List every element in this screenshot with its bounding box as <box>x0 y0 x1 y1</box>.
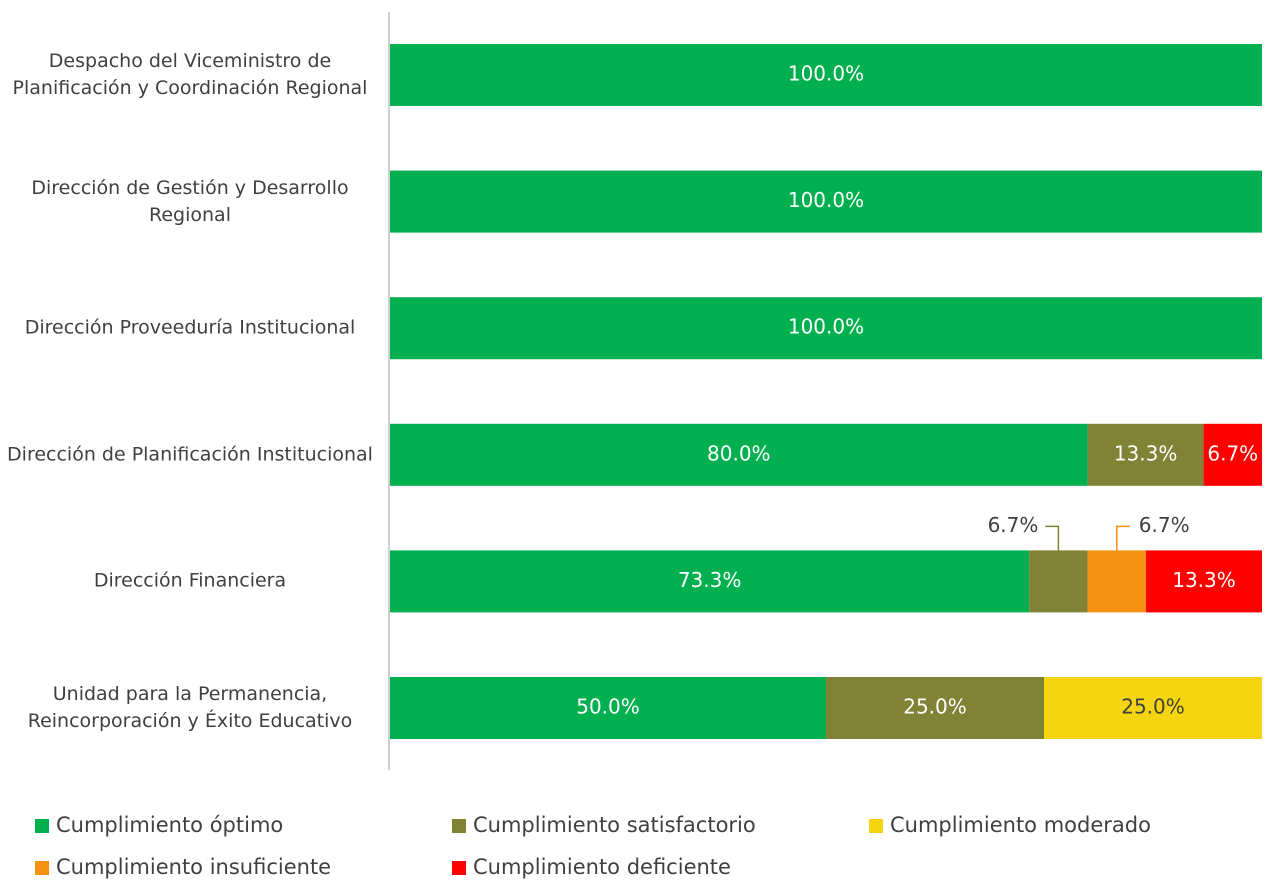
legend-label: Cumplimiento óptimo <box>56 813 283 837</box>
bar-segment <box>390 423 1088 486</box>
bar-segment <box>390 170 1262 233</box>
legend-swatch <box>452 861 466 875</box>
leader-line <box>1045 525 1060 551</box>
category-label: Dirección de Gestión y Desarrollo Region… <box>31 176 349 226</box>
category-label: Despacho del Viceministro de Planificaci… <box>12 50 368 99</box>
data-label: 100.0% <box>788 315 864 339</box>
category-label: Dirección Proveeduría Institucional <box>24 316 356 339</box>
bar-segment <box>1146 550 1262 613</box>
bar-segment <box>390 44 1262 106</box>
legend-swatch <box>35 861 49 875</box>
bar-segment <box>1087 423 1204 486</box>
category-label: Unidad para la Permanencia, Reincorporac… <box>27 683 353 732</box>
legend-swatch <box>869 819 883 833</box>
data-label: 73.3% <box>678 568 742 592</box>
data-label: 6.7% <box>1139 513 1190 537</box>
bar-segment <box>390 297 1262 360</box>
bar-segment <box>826 677 1044 739</box>
data-label: 80.0% <box>707 441 771 465</box>
data-label: 6.7% <box>1207 441 1258 465</box>
legend-label: Cumplimiento deficiente <box>473 855 731 879</box>
bar-segment <box>1203 423 1262 486</box>
data-label: 13.3% <box>1172 568 1236 592</box>
legend-label: Cumplimiento satisfactorio <box>473 813 756 837</box>
data-label: 100.0% <box>788 188 864 212</box>
bar-segment <box>1044 677 1262 739</box>
legend-swatch <box>452 819 466 833</box>
leader-line <box>1116 525 1130 551</box>
data-label: 50.0% <box>576 695 640 719</box>
category-label: Dirección de Planificación Institucional <box>7 443 373 466</box>
legend-label: Cumplimiento moderado <box>890 813 1151 837</box>
legend-label: Cumplimiento insuficiente <box>56 855 331 879</box>
bar-segment <box>390 677 826 739</box>
data-label: 100.0% <box>788 62 864 86</box>
legend-swatch <box>35 819 49 833</box>
category-label: Dirección Financiera <box>93 569 287 592</box>
bar-segment <box>1087 550 1147 613</box>
bar-segment <box>390 550 1030 613</box>
data-label: 25.0% <box>1121 695 1185 719</box>
bar-segment <box>1029 550 1088 613</box>
data-label: 25.0% <box>903 695 967 719</box>
data-label: 6.7% <box>988 513 1039 537</box>
data-label: 13.3% <box>1114 441 1178 465</box>
